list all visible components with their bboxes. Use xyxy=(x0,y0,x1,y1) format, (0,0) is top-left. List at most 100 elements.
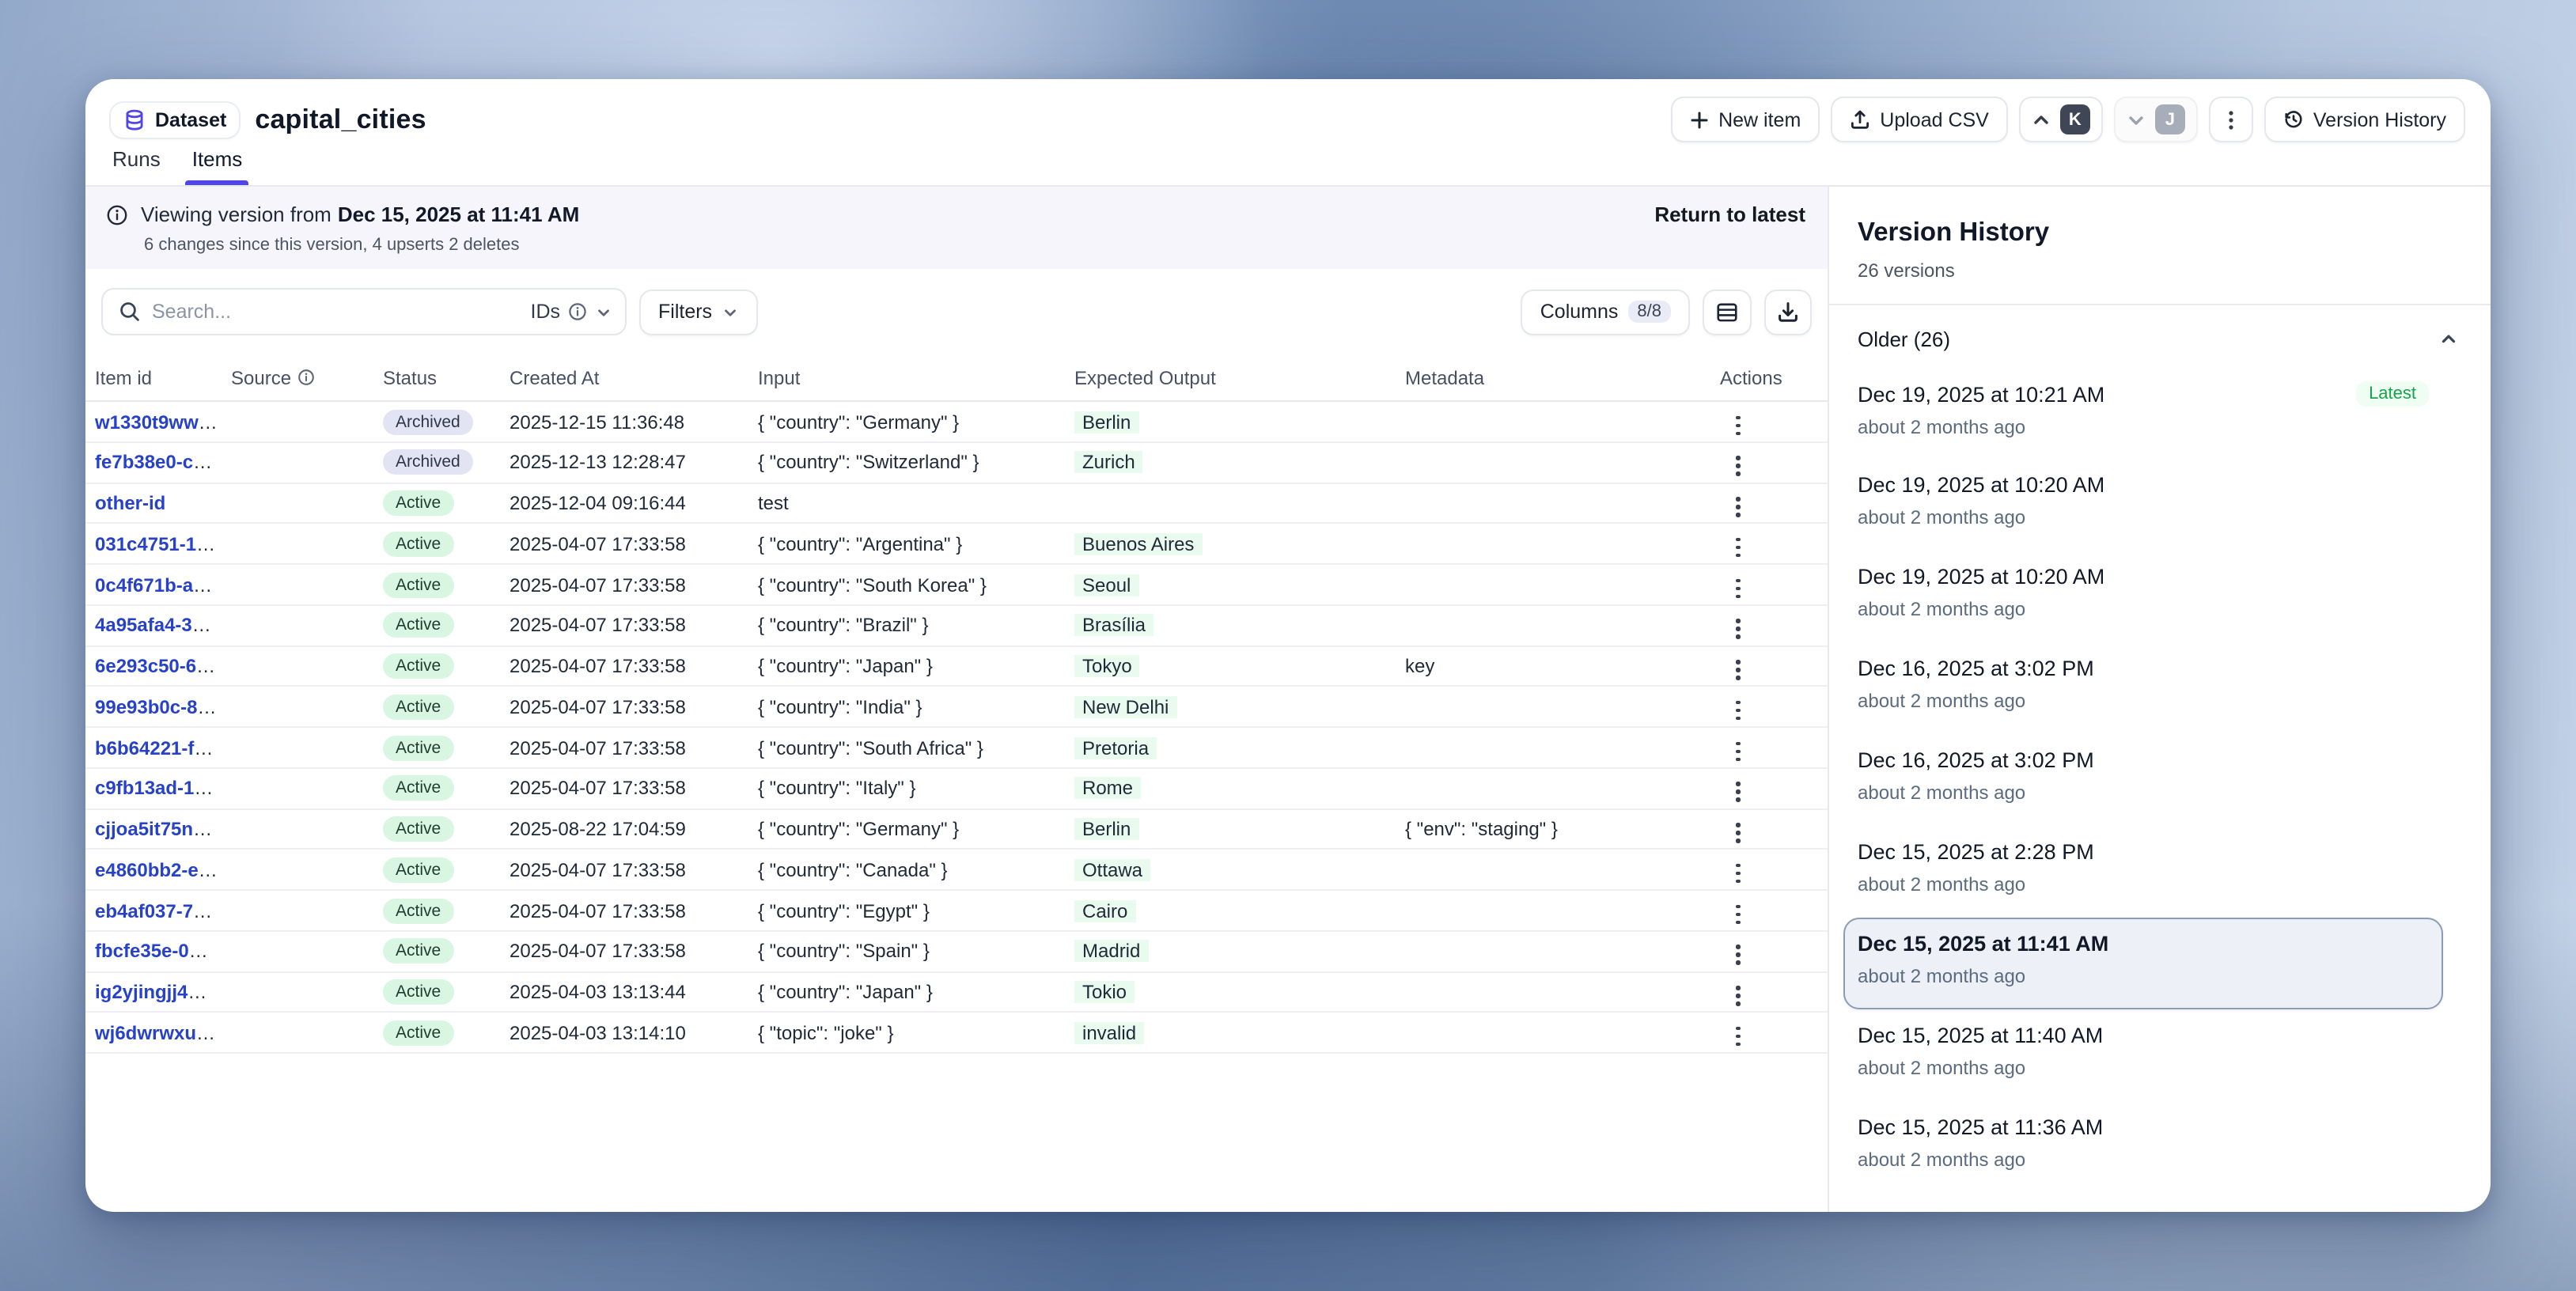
table-row[interactable]: wj6dwrwxu6j... Active 2025-04-03 13:14:1… xyxy=(85,1013,1828,1054)
expected-output-value: Berlin xyxy=(1074,411,1139,433)
row-actions-kebab-icon[interactable] xyxy=(1720,409,1756,441)
banner-change-summary: 6 changes since this version, 4 upserts … xyxy=(144,236,520,255)
version-item[interactable]: Dec 19, 2025 at 10:21 AM Latest about 2 … xyxy=(1843,367,2443,459)
row-actions-kebab-icon[interactable] xyxy=(1720,939,1756,971)
version-relative-time: about 2 months ago xyxy=(1858,598,2026,620)
item-id-link[interactable]: fe7b38e0-ca4... xyxy=(95,451,230,474)
item-id-link[interactable]: ig2yjingjj4hql... xyxy=(95,981,231,1003)
item-id-link[interactable]: other-id xyxy=(95,492,166,514)
row-actions-kebab-icon[interactable] xyxy=(1720,572,1756,604)
item-id-link[interactable]: e4860bb2-e4... xyxy=(95,858,225,881)
status-badge: Active xyxy=(383,694,454,720)
version-item[interactable]: Dec 15, 2025 at 11:40 AM about 2 months … xyxy=(1843,1009,2443,1101)
table-row[interactable]: b6b64221-f9... Active 2025-04-07 17:33:5… xyxy=(85,728,1828,769)
metadata-cell: { "env": "staging" } xyxy=(1405,818,1558,840)
table-rows-icon xyxy=(1717,302,1737,321)
item-id-link[interactable]: 4a95afa4-3b... xyxy=(95,614,220,637)
input-cell: { "country": "Germany" } xyxy=(758,411,960,433)
table-row[interactable]: c9fb13ad-18ff... Active 2025-04-07 17:33… xyxy=(85,769,1828,809)
return-to-latest-link[interactable]: Return to latest xyxy=(1654,203,1805,226)
row-actions-kebab-icon[interactable] xyxy=(1720,858,1756,890)
tab-runs[interactable]: Runs xyxy=(112,147,161,171)
table-row[interactable]: eb4af037-791... Active 2025-04-07 17:33:… xyxy=(85,891,1828,932)
row-actions-kebab-icon[interactable] xyxy=(1720,816,1756,849)
row-actions-kebab-icon[interactable] xyxy=(1720,1020,1756,1053)
table-row[interactable]: 4a95afa4-3b... Active 2025-04-07 17:33:5… xyxy=(85,606,1828,646)
created-at-cell: 2025-04-07 17:33:58 xyxy=(510,777,686,800)
row-actions-kebab-icon[interactable] xyxy=(1720,898,1756,930)
table-row[interactable]: e4860bb2-e4... Active 2025-04-07 17:33:5… xyxy=(85,850,1828,891)
columns-button[interactable]: Columns 8/8 xyxy=(1521,289,1690,335)
version-date: Dec 15, 2025 at 11:41 AM xyxy=(1858,932,2109,956)
row-actions-kebab-icon[interactable] xyxy=(1720,490,1756,523)
table-row[interactable]: 6e293c50-6b... Active 2025-04-07 17:33:5… xyxy=(85,646,1828,687)
table-row[interactable]: w1330t9ww1a... Archived 2025-12-15 11:36… xyxy=(85,402,1828,443)
expected-output-value: Zurich xyxy=(1074,451,1143,474)
table-row[interactable]: 0c4f671b-ac5... Active 2025-04-07 17:33:… xyxy=(85,565,1828,606)
more-options-button[interactable] xyxy=(2208,97,2253,142)
table-row[interactable]: other-id Active 2025-12-04 09:16:44 test xyxy=(85,483,1828,524)
input-cell: { "country": "Japan" } xyxy=(758,655,933,677)
upvote-user-button[interactable]: K xyxy=(2018,97,2103,142)
row-actions-kebab-icon[interactable] xyxy=(1720,776,1756,808)
search-input[interactable] xyxy=(152,301,531,323)
row-actions-kebab-icon[interactable] xyxy=(1720,532,1756,564)
item-id-link[interactable]: 6e293c50-6b... xyxy=(95,655,224,677)
item-id-link[interactable]: w1330t9ww1a... xyxy=(95,411,231,433)
version-item[interactable]: Dec 16, 2025 at 3:02 PM about 2 months a… xyxy=(1843,734,2443,826)
input-cell: { "country": "Brazil" } xyxy=(758,614,929,637)
older-group-header[interactable]: Older (26) xyxy=(1829,305,2491,361)
item-id-link[interactable]: 031c4751-13... xyxy=(95,532,223,555)
kebab-icon xyxy=(2229,110,2233,129)
downvote-user-button[interactable]: J xyxy=(2113,97,2198,142)
column-header-expected-output: Expected Output xyxy=(1074,366,1216,388)
table-row[interactable]: fe7b38e0-ca4... Archived 2025-12-13 12:2… xyxy=(85,443,1828,483)
ids-dropdown[interactable]: IDs xyxy=(531,301,613,323)
item-id-link[interactable]: 99e93b0c-88... xyxy=(95,695,224,718)
row-actions-kebab-icon[interactable] xyxy=(1720,695,1756,727)
row-actions-kebab-icon[interactable] xyxy=(1720,735,1756,767)
info-icon xyxy=(298,369,314,385)
item-id-link[interactable]: eb4af037-791... xyxy=(95,899,230,922)
item-id-link[interactable]: fbcfe35e-0c8... xyxy=(95,940,226,963)
download-button[interactable] xyxy=(1764,289,1812,335)
item-id-link[interactable]: cjjoa5it75n3jr... xyxy=(95,818,231,840)
version-item[interactable]: Dec 16, 2025 at 3:02 PM about 2 months a… xyxy=(1843,642,2443,734)
table-row[interactable]: 031c4751-13... Active 2025-04-07 17:33:5… xyxy=(85,524,1828,565)
created-at-cell: 2025-04-07 17:33:58 xyxy=(510,655,686,677)
expected-output-value: Rome xyxy=(1074,777,1142,800)
item-id-link[interactable]: b6b64221-f9... xyxy=(95,736,221,759)
row-actions-kebab-icon[interactable] xyxy=(1720,653,1756,686)
item-id-link[interactable]: wj6dwrwxu6j... xyxy=(95,1021,229,1044)
row-density-button[interactable] xyxy=(1703,289,1752,335)
dataset-window: Dataset capital_cities New item Upload C… xyxy=(85,79,2491,1212)
status-badge: Active xyxy=(383,735,454,760)
header-actions: New item Upload CSV K J xyxy=(1671,97,2465,142)
table-row[interactable]: ig2yjingjj4hql... Active 2025-04-03 13:1… xyxy=(85,972,1828,1013)
row-actions-kebab-icon[interactable] xyxy=(1720,979,1756,1012)
page-title: capital_cities xyxy=(255,104,426,134)
row-actions-kebab-icon[interactable] xyxy=(1720,450,1756,483)
tab-items[interactable]: Items xyxy=(185,147,248,185)
version-date: Dec 15, 2025 at 11:36 AM xyxy=(1858,1115,2104,1139)
avatar-k: K xyxy=(2059,104,2090,134)
item-id-link[interactable]: 0c4f671b-ac5... xyxy=(95,574,230,596)
item-id-link[interactable]: c9fb13ad-18ff... xyxy=(95,777,231,800)
table-row[interactable]: 99e93b0c-88... Active 2025-04-07 17:33:5… xyxy=(85,687,1828,728)
row-actions-kebab-icon[interactable] xyxy=(1720,613,1756,646)
version-history-button[interactable]: Version History xyxy=(2263,97,2465,142)
filters-button[interactable]: Filters xyxy=(639,289,759,335)
version-item[interactable]: Dec 15, 2025 at 2:28 PM about 2 months a… xyxy=(1843,826,2443,918)
version-item[interactable]: Dec 15, 2025 at 11:41 AM about 2 months … xyxy=(1843,918,2443,1009)
table-row[interactable]: fbcfe35e-0c8... Active 2025-04-07 17:33:… xyxy=(85,932,1828,972)
version-item[interactable]: Dec 15, 2025 at 11:36 AM about 2 months … xyxy=(1843,1101,2443,1193)
upload-csv-button[interactable]: Upload CSV xyxy=(1831,97,2008,142)
input-cell: { "topic": "joke" } xyxy=(758,1021,894,1044)
info-icon xyxy=(107,204,127,225)
table-row[interactable]: cjjoa5it75n3jr... Active 2025-08-22 17:0… xyxy=(85,809,1828,850)
new-item-button[interactable]: New item xyxy=(1671,97,1820,142)
version-item[interactable]: Dec 19, 2025 at 10:20 AM about 2 months … xyxy=(1843,459,2443,551)
version-relative-time: about 2 months ago xyxy=(1858,782,2026,804)
version-item[interactable]: Dec 19, 2025 at 10:20 AM about 2 months … xyxy=(1843,551,2443,642)
table-toolbar: IDs Filters Columns 8/8 xyxy=(85,269,1828,354)
